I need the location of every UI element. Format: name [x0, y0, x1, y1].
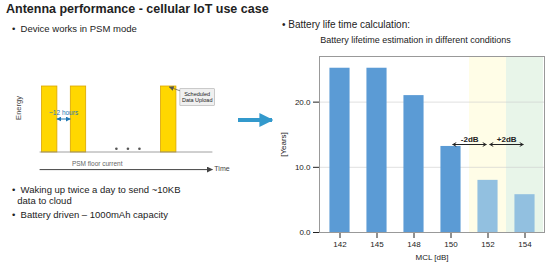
- html-text:• Waking up twice a day to sen: • Waking up twice a day to send ~10KB da…: [12, 184, 181, 206]
- html-text:Antenna performance - cellular: Antenna performance - cellular IoT use c…: [6, 2, 269, 16]
- svg-text:154: 154: [518, 240, 532, 249]
- svg-text:+2dB: +2dB: [497, 135, 517, 144]
- svg-text:142: 142: [333, 240, 347, 249]
- svg-text:20.0: 20.0: [295, 98, 311, 107]
- svg-text:~12 hours: ~12 hours: [49, 109, 79, 116]
- svg-text:0.0: 0.0: [299, 228, 311, 237]
- svg-text:-2dB: -2dB: [461, 135, 479, 144]
- svg-text:[Years]: [Years]: [279, 132, 288, 157]
- svg-text:145: 145: [370, 240, 384, 249]
- svg-text:148: 148: [407, 240, 421, 249]
- svg-text:Energy: Energy: [14, 96, 23, 120]
- html-text:• Battery life time calculatio: • Battery life time calculation:: [282, 19, 410, 30]
- svg-text:MCL [dB]: MCL [dB]: [415, 253, 448, 262]
- svg-text:ScheduledData Upload: ScheduledData Upload: [182, 91, 213, 104]
- html-text:Battery lifetime estimation in: Battery lifetime estimation in different…: [320, 35, 511, 45]
- html-text:• Device works in PSM mode: • Device works in PSM mode: [12, 23, 137, 34]
- svg-text:150: 150: [444, 240, 458, 249]
- svg-text:10.0: 10.0: [295, 163, 311, 172]
- svg-text:PSM floor current: PSM floor current: [72, 160, 123, 167]
- svg-text:Time: Time: [214, 165, 229, 172]
- html-text:• Battery driven – 1000mAh cap: • Battery driven – 1000mAh capacity: [12, 209, 168, 220]
- svg-text:152: 152: [481, 240, 495, 249]
